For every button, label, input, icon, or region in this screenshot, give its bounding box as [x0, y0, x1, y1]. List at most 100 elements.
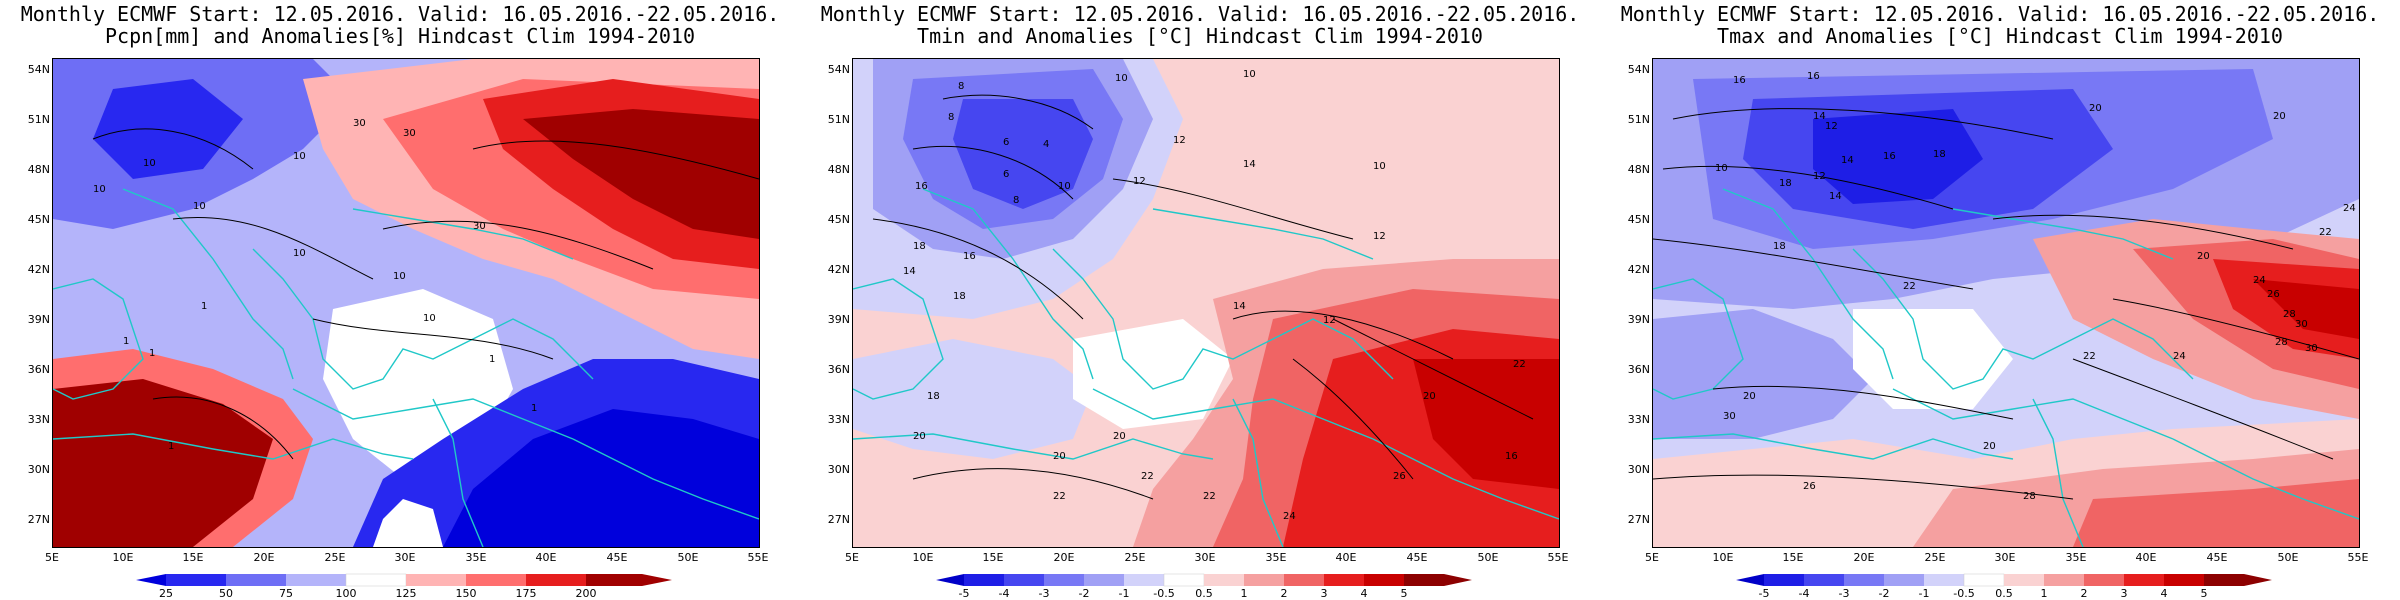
- contour-label: 14: [1813, 111, 1826, 122]
- contour-label: 18: [1779, 178, 1792, 189]
- contour-label: 12: [1373, 231, 1386, 242]
- contours: [92, 128, 759, 460]
- contour-label: 26: [1803, 481, 1816, 492]
- colorbar-segment: [1764, 574, 1804, 586]
- lon-label: 10E: [1712, 551, 1734, 564]
- contour-label: 1: [149, 348, 155, 359]
- lat-label: 51N: [27, 113, 50, 126]
- colorbar-segment: [406, 574, 466, 586]
- colorbar-tick: -3: [1038, 587, 1050, 600]
- lon-label: 15E: [1782, 551, 1804, 564]
- colorbar-segment: [2044, 574, 2084, 586]
- colorbar-tick: -2: [1878, 587, 1890, 600]
- colorbar-segment: [2004, 574, 2044, 586]
- colorbar-segment: [1844, 574, 1884, 586]
- colorbar-segment: [1163, 573, 1205, 587]
- precipitation-anomaly-map: 10 10 10 10 10 30 30 30 10 10 1 1 1 1 1 …: [52, 58, 760, 548]
- lon-label: 20E: [253, 551, 275, 564]
- lat-label: 27N: [27, 513, 50, 526]
- lon-label: 30E: [1994, 551, 2016, 564]
- contour-label: 14: [1829, 191, 1842, 202]
- lon-label: 25E: [324, 551, 346, 564]
- contour-label: 10: [393, 271, 406, 282]
- colorbar-segment: [1324, 574, 1364, 586]
- lat-label: 30N: [827, 463, 850, 476]
- lat-label: 45N: [1627, 213, 1650, 226]
- colorbar-segment: [2124, 574, 2164, 586]
- lat-label: 51N: [827, 113, 850, 126]
- lat-label: 36N: [827, 363, 850, 376]
- panel-precipitation: Monthly ECMWF Start: 12.05.2016. Valid: …: [0, 0, 800, 600]
- lon-label: 45E: [1406, 551, 1428, 564]
- contour-label: 10: [1373, 161, 1386, 172]
- lat-label: 33N: [27, 413, 50, 426]
- contour-label: 22: [1053, 491, 1066, 502]
- lon-label: 45E: [606, 551, 628, 564]
- colorbar-segment: [1884, 574, 1924, 586]
- colorbar-tick: -3: [1838, 587, 1850, 600]
- contour-label: 30: [353, 118, 366, 129]
- contour-label: 22: [2083, 351, 2096, 362]
- contour-label: 20: [1113, 431, 1126, 442]
- contour-label: 1: [123, 336, 129, 347]
- colorbar-segment: [1963, 573, 2005, 587]
- lon-label: 25E: [1924, 551, 1946, 564]
- lon-label: 55E: [747, 551, 769, 564]
- colorbar: [936, 573, 1472, 587]
- lat-label: 48N: [827, 163, 850, 176]
- contour-label: 1: [489, 354, 495, 365]
- contour-label: 20: [2089, 103, 2102, 114]
- contour-label: 10: [1243, 69, 1256, 80]
- colorbar-segment: [1044, 574, 1084, 586]
- contour-label: 4: [1043, 139, 1049, 150]
- colorbar-tick: 2: [2080, 587, 2088, 600]
- colorbar-segment: [226, 574, 286, 586]
- lon-label: 10E: [112, 551, 134, 564]
- colorbar-tick: 5: [2200, 587, 2208, 600]
- lat-label: 54N: [827, 63, 850, 76]
- contour-label: 14: [903, 266, 916, 277]
- lat-label: 36N: [1627, 363, 1650, 376]
- contour-label: 30: [2295, 319, 2308, 330]
- lon-label: 5E: [45, 551, 59, 564]
- colorbar-tick: 0.5: [1995, 587, 2013, 600]
- colorbar-tick: 3: [2120, 587, 2128, 600]
- colorbar-segment: [2164, 574, 2204, 586]
- lat-label: 27N: [1627, 513, 1650, 526]
- lat-label: 33N: [1627, 413, 1650, 426]
- contour-label: 10: [1058, 181, 1071, 192]
- colorbar-segment: [1736, 574, 1764, 586]
- contour-label: 22: [1141, 471, 1154, 482]
- contour-label: 16: [963, 251, 976, 262]
- colorbar-tick: 1: [1240, 587, 1248, 600]
- lon-label: 15E: [182, 551, 204, 564]
- colorbar-tick: 75: [279, 587, 293, 600]
- lat-label: 48N: [27, 163, 50, 176]
- colorbar-tick: -2: [1078, 587, 1090, 600]
- lon-label: 45E: [2206, 551, 2228, 564]
- lat-label: 45N: [827, 213, 850, 226]
- field-northeast-light-red: [1273, 59, 1559, 189]
- contour-label: 18: [913, 241, 926, 252]
- lon-label: 50E: [1477, 551, 1499, 564]
- tmax-anomaly-map: 16 16 14 12 14 18 16 18 14 12 10 18 20 2…: [1652, 58, 2360, 548]
- contour-label: 24: [1283, 511, 1296, 522]
- lon-label: 55E: [1547, 551, 1569, 564]
- lon-label: 40E: [535, 551, 557, 564]
- contour-label: 22: [1513, 359, 1526, 370]
- lon-label: 40E: [2135, 551, 2157, 564]
- lat-label: 48N: [1627, 163, 1650, 176]
- contour-label: 16: [1883, 151, 1896, 162]
- colorbar-tick: -1: [1918, 587, 1930, 600]
- colorbar-segment: [1124, 574, 1164, 586]
- contour-label: 12: [1813, 171, 1826, 182]
- lat-label: 33N: [827, 413, 850, 426]
- contour-labels: 10 10 10 10 10 30 30 30 10 10 1 1 1 1 1 …: [93, 118, 537, 452]
- contour-label: 1: [531, 403, 537, 414]
- field-southeast-dark-blue: [443, 409, 759, 547]
- panel-tmax: Monthly ECMWF Start: 12.05.2016. Valid: …: [1600, 0, 2400, 600]
- contour-label: 28: [2275, 337, 2288, 348]
- colorbar-tick: 1: [2040, 587, 2048, 600]
- lon-label: 30E: [394, 551, 416, 564]
- contour-label: 30: [1723, 411, 1736, 422]
